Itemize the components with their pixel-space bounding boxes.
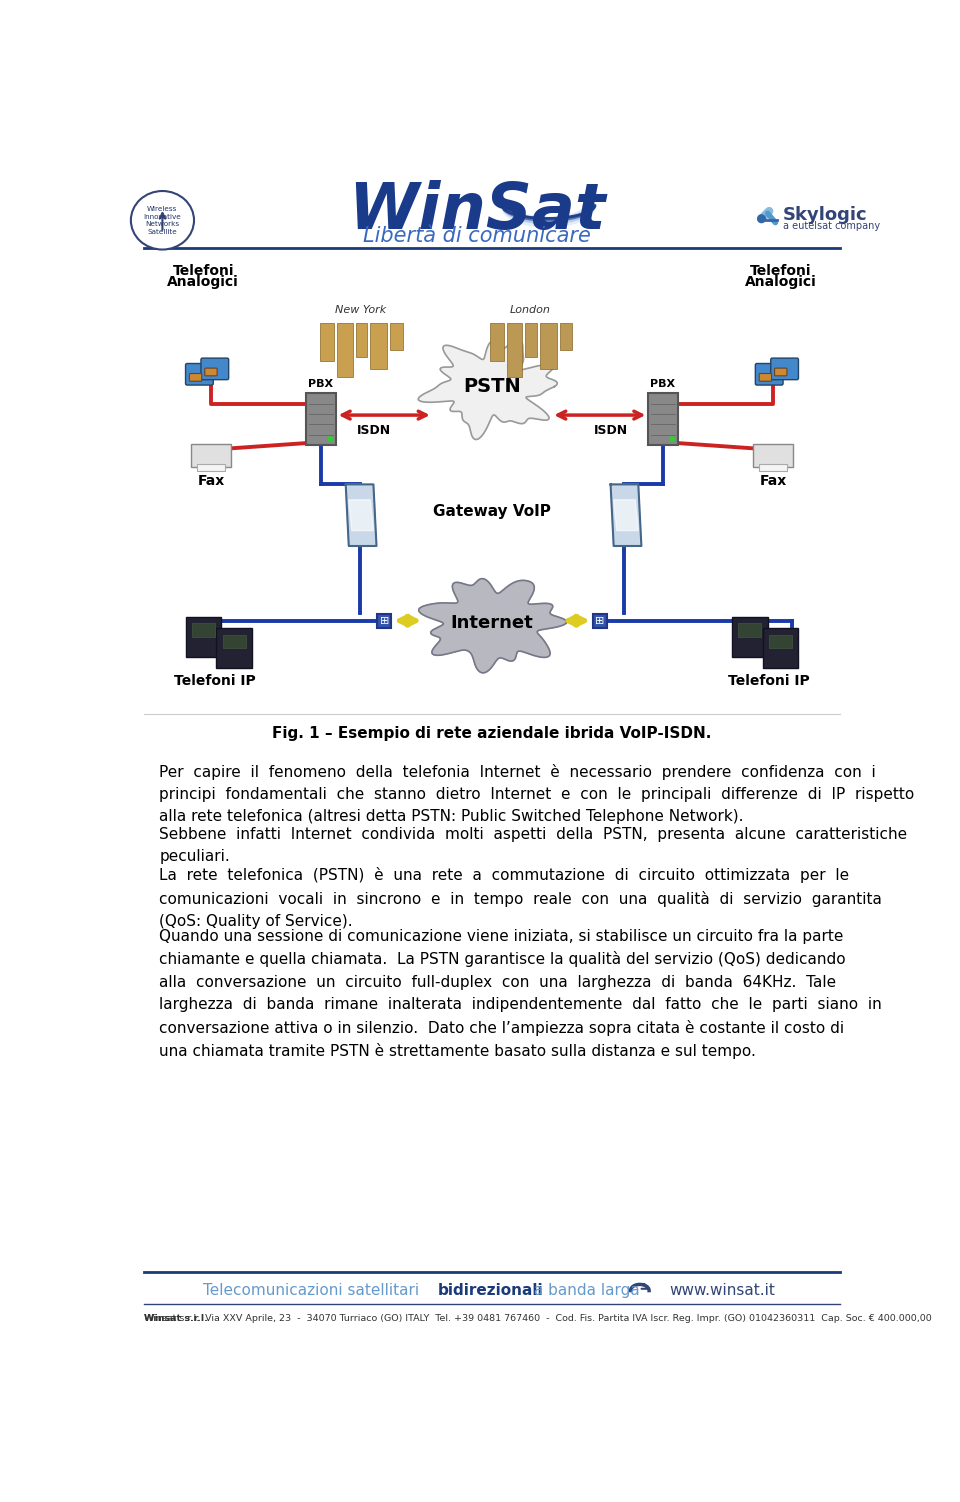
FancyBboxPatch shape [204, 368, 217, 376]
Text: New York: New York [335, 305, 387, 314]
FancyBboxPatch shape [185, 363, 213, 385]
FancyBboxPatch shape [191, 445, 231, 467]
Circle shape [670, 437, 675, 442]
FancyBboxPatch shape [185, 617, 221, 656]
Text: Winsat s.r.l.  Via XXV Aprile, 23  -  34070 Turriaco (GO) ITALY  Tel. +39 0481 7: Winsat s.r.l. Via XXV Aprile, 23 - 34070… [144, 1314, 932, 1323]
FancyBboxPatch shape [356, 323, 368, 357]
FancyBboxPatch shape [540, 323, 557, 369]
FancyBboxPatch shape [771, 357, 799, 380]
Ellipse shape [131, 191, 194, 249]
FancyBboxPatch shape [560, 323, 572, 350]
FancyBboxPatch shape [738, 623, 761, 637]
Polygon shape [419, 578, 566, 673]
Polygon shape [419, 339, 558, 440]
FancyBboxPatch shape [732, 617, 768, 656]
FancyBboxPatch shape [759, 374, 772, 382]
Text: Skylogic: Skylogic [783, 206, 868, 224]
Text: a banda larga: a banda larga [529, 1283, 639, 1298]
Text: Gateway VoIP: Gateway VoIP [433, 503, 551, 518]
Text: ISDN: ISDN [357, 424, 392, 437]
FancyBboxPatch shape [391, 323, 402, 350]
Text: Per  capire  il  fenomeno  della  telefonia  Internet  è  necessario  prendere  : Per capire il fenomeno della telefonia I… [159, 765, 915, 825]
FancyBboxPatch shape [337, 323, 352, 377]
Text: Telefoni IP: Telefoni IP [174, 674, 255, 688]
Text: Fax: Fax [198, 473, 225, 488]
Text: La  rete  telefonica  (PSTN)  è  una  rete  a  commutazione  di  circuito  ottim: La rete telefonica (PSTN) è una rete a c… [159, 867, 882, 930]
FancyBboxPatch shape [321, 323, 334, 360]
FancyBboxPatch shape [775, 368, 787, 376]
FancyBboxPatch shape [189, 374, 202, 382]
FancyBboxPatch shape [490, 323, 504, 360]
Text: Internet: Internet [450, 614, 534, 632]
Text: bidirezionali: bidirezionali [438, 1283, 543, 1298]
Text: ⊞: ⊞ [379, 616, 389, 626]
Text: Wireless
Innovative
Networks
Satellite: Wireless Innovative Networks Satellite [144, 206, 181, 234]
Polygon shape [613, 500, 638, 530]
Text: ISDN: ISDN [594, 424, 628, 437]
Text: WinSat: WinSat [348, 180, 606, 242]
Polygon shape [348, 500, 373, 530]
FancyBboxPatch shape [593, 614, 607, 628]
Text: PBX: PBX [650, 379, 676, 389]
Text: Analogici: Analogici [167, 275, 239, 288]
FancyBboxPatch shape [769, 634, 792, 649]
Text: a eutelsat company: a eutelsat company [783, 221, 880, 231]
Text: Winsat s.r.l.: Winsat s.r.l. [144, 1314, 207, 1323]
FancyBboxPatch shape [197, 464, 225, 472]
Text: London: London [510, 305, 551, 314]
FancyBboxPatch shape [756, 363, 783, 385]
FancyBboxPatch shape [759, 464, 787, 472]
Text: Telefoni IP: Telefoni IP [729, 674, 810, 688]
Text: www.winsat.it: www.winsat.it [669, 1283, 775, 1298]
Text: Quando una sessione di comunicazione viene iniziata, si stabilisce un circuito f: Quando una sessione di comunicazione vie… [159, 928, 882, 1059]
FancyBboxPatch shape [525, 323, 537, 357]
Text: Fax: Fax [759, 473, 786, 488]
Text: PSTN: PSTN [463, 377, 521, 397]
Text: Telecomunicazioni satellitari: Telecomunicazioni satellitari [204, 1283, 424, 1298]
Polygon shape [346, 484, 376, 547]
Text: Analogici: Analogici [745, 275, 817, 288]
Circle shape [757, 215, 765, 222]
FancyBboxPatch shape [377, 614, 391, 628]
Text: Sebbene  infatti  Internet  condivida  molti  aspetti  della  PSTN,  presenta  a: Sebbene infatti Internet condivida molti… [159, 828, 907, 864]
Circle shape [328, 437, 332, 442]
FancyBboxPatch shape [753, 445, 793, 467]
Text: Telefoni: Telefoni [750, 264, 811, 278]
Text: PBX: PBX [308, 379, 334, 389]
Text: Telefoni: Telefoni [173, 264, 234, 278]
FancyBboxPatch shape [223, 634, 246, 649]
FancyBboxPatch shape [216, 628, 252, 668]
FancyBboxPatch shape [648, 392, 678, 445]
FancyBboxPatch shape [507, 323, 522, 377]
FancyBboxPatch shape [763, 628, 799, 668]
Polygon shape [611, 484, 641, 547]
FancyBboxPatch shape [201, 357, 228, 380]
FancyBboxPatch shape [306, 392, 336, 445]
Text: Fig. 1 – Esempio di rete aziendale ibrida VoIP-ISDN.: Fig. 1 – Esempio di rete aziendale ibrid… [273, 725, 711, 740]
FancyBboxPatch shape [192, 623, 215, 637]
Text: Libertà di comunicare: Libertà di comunicare [363, 227, 590, 246]
Text: ⊞: ⊞ [595, 616, 605, 626]
FancyBboxPatch shape [371, 323, 387, 369]
